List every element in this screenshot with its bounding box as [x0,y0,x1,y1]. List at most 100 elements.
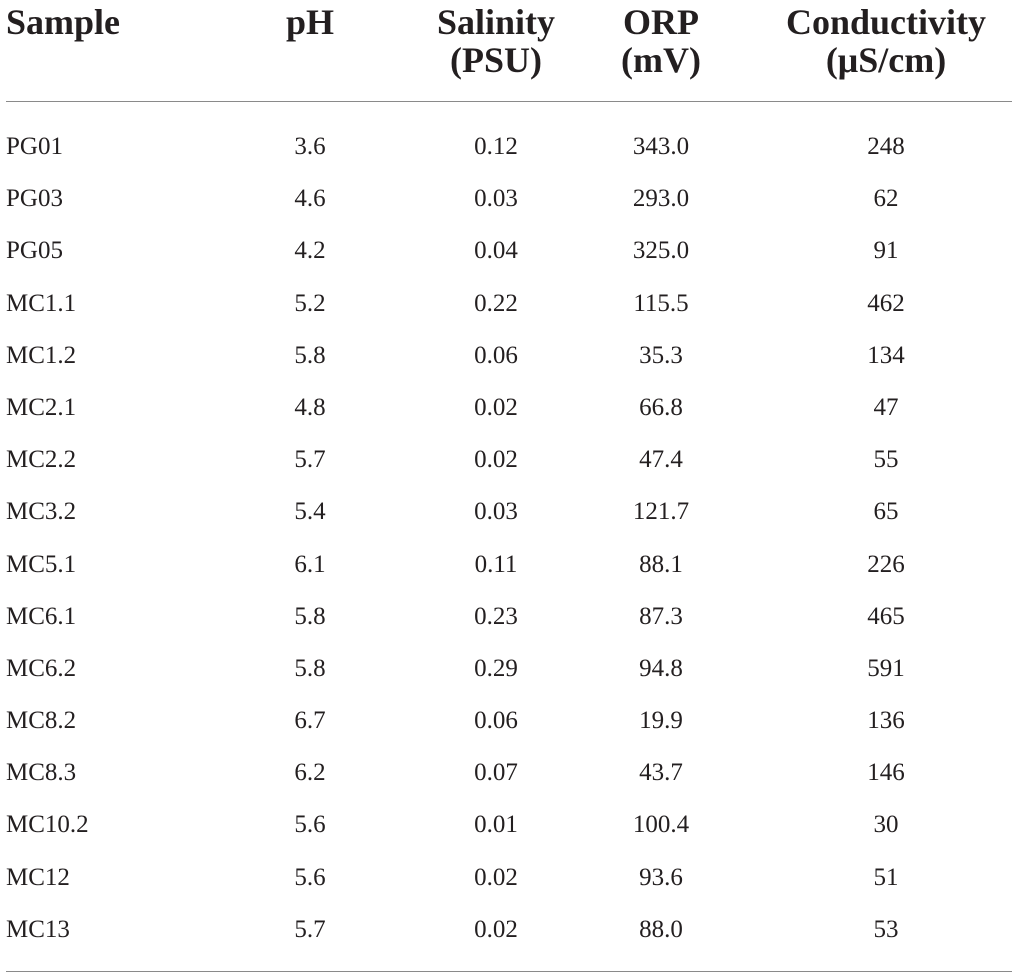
table-row: PG05 4.2 0.04 325.0 91 [6,225,1012,277]
ph-cell: 5.8 [294,654,326,682]
sample-cell: MC1.2 [6,341,77,369]
sample-cell: MC8.2 [6,707,77,735]
sample-cell: MC2.2 [6,446,77,474]
table-row: MC2.1 4.8 0.02 66.8 47 [6,382,1012,434]
sample-cell: MC6.2 [6,654,77,682]
conductivity-cell: 62 [873,185,899,213]
ph-cell: 4.6 [294,185,326,213]
conductivity-cell: 134 [867,341,905,369]
orp-cell: 66.8 [639,393,683,421]
conductivity-cell: 51 [873,863,899,891]
ph-cell: 3.6 [294,133,326,160]
conductivity-cell: 55 [873,446,899,474]
table-row: MC13 5.7 0.02 88.0 53 [6,904,1012,956]
header-salinity-label: Salinity [436,2,556,42]
orp-cell: 43.7 [639,759,683,787]
orp-cell: 35.3 [639,341,683,369]
header-orp-label: ORP [623,2,699,42]
conductivity-cell: 65 [873,498,899,526]
ph-cell: 4.8 [294,393,326,421]
salinity-cell: 0.06 [474,707,518,735]
table-row: MC5.1 6.1 0.11 88.1 226 [6,539,1012,591]
salinity-cell: 0.11 [474,550,518,578]
conductivity-cell: 462 [867,289,905,317]
table-row: MC1.2 5.8 0.06 35.3 134 [6,330,1012,382]
ph-cell: 6.1 [294,550,326,578]
ph-cell: 5.8 [294,602,326,630]
table-row: MC10.2 5.6 0.01 100.4 30 [6,799,1012,851]
orp-cell: 93.6 [639,863,683,891]
conductivity-cell: 226 [867,550,905,578]
conductivity-cell: 47 [873,393,899,421]
header-conductivity: Conductivity (μS/cm) [768,3,1004,79]
salinity-cell: 0.01 [474,811,518,839]
table-body: PG01 3.6 0.12 343.0 248 PG03 4.6 0.03 293.0 62 PG0… [6,121,1012,956]
orp-cell: 94.8 [639,654,683,682]
table-bottom-rule [6,971,1012,972]
conductivity-cell: 146 [867,759,905,787]
ph-cell: 5.2 [294,289,326,317]
table-row: MC3.2 5.4 0.03 121.7 65 [6,486,1012,538]
orp-cell: 121.7 [632,498,690,526]
table-row: MC1.1 5.2 0.22 115.5 462 [6,278,1012,330]
ph-cell: 5.6 [294,863,326,891]
sample-cell: MC5.1 [6,550,77,578]
header-salinity-unit: (PSU) [450,40,542,80]
ph-cell: 4.2 [294,237,326,265]
sample-cell: MC6.1 [6,602,77,630]
sample-cell: PG01 [6,133,63,160]
ph-cell: 5.7 [294,446,326,474]
table-row: MC8.3 6.2 0.07 43.7 146 [6,747,1012,799]
ph-cell: 5.7 [294,915,326,943]
ph-cell: 5.6 [294,811,326,839]
header-ph-label: pH [285,2,335,42]
orp-cell: 343.0 [632,133,690,160]
salinity-cell: 0.02 [474,393,518,421]
conductivity-cell: 53 [873,915,899,943]
sample-cell: MC12 [6,863,70,891]
salinity-cell: 0.03 [474,185,518,213]
orp-cell: 293.0 [632,185,690,213]
orp-cell: 115.5 [633,289,689,317]
conductivity-cell: 465 [867,602,905,630]
salinity-cell: 0.04 [474,237,518,265]
salinity-cell: 0.07 [474,759,518,787]
table-row: MC12 5.6 0.02 93.6 51 [6,852,1012,904]
orp-cell: 88.1 [639,550,683,578]
orp-cell: 87.3 [639,602,683,630]
salinity-cell: 0.22 [474,289,518,317]
salinity-cell: 0.29 [474,654,518,682]
header-sample: Sample [6,3,166,41]
ph-cell: 6.2 [294,759,326,787]
conductivity-cell: 91 [873,237,899,265]
header-divider [6,101,1012,102]
data-table: Sample pH Salinity (PSU) ORP (mV) Conduc… [6,0,1012,978]
header-orp: ORP (mV) [586,3,736,79]
sample-cell: MC13 [6,915,70,943]
salinity-cell: 0.06 [474,341,518,369]
conductivity-cell: 30 [873,811,899,839]
salinity-cell: 0.03 [474,498,518,526]
salinity-cell: 0.02 [474,915,518,943]
orp-cell: 100.4 [632,811,690,839]
orp-cell: 88.0 [639,915,683,943]
conductivity-cell: 136 [867,707,905,735]
salinity-cell: 0.02 [474,446,518,474]
conductivity-cell: 248 [867,133,905,160]
header-conductivity-unit: (μS/cm) [825,40,947,80]
table-row: MC8.2 6.7 0.06 19.9 136 [6,695,1012,747]
header-sample-label: Sample [6,2,121,42]
sample-cell: MC2.1 [6,393,77,421]
orp-cell: 325.0 [632,237,690,265]
sample-cell: MC1.1 [6,289,77,317]
orp-cell: 19.9 [639,707,683,735]
sample-cell: PG05 [6,237,63,265]
sample-cell: MC10.2 [6,811,89,839]
ph-cell: 5.8 [294,341,326,369]
orp-cell: 47.4 [639,446,683,474]
sample-cell: PG03 [6,185,63,213]
header-ph: pH [250,3,370,41]
salinity-cell: 0.23 [474,602,518,630]
ph-cell: 6.7 [294,707,326,735]
table-row: MC2.2 5.7 0.02 47.4 55 [6,434,1012,486]
